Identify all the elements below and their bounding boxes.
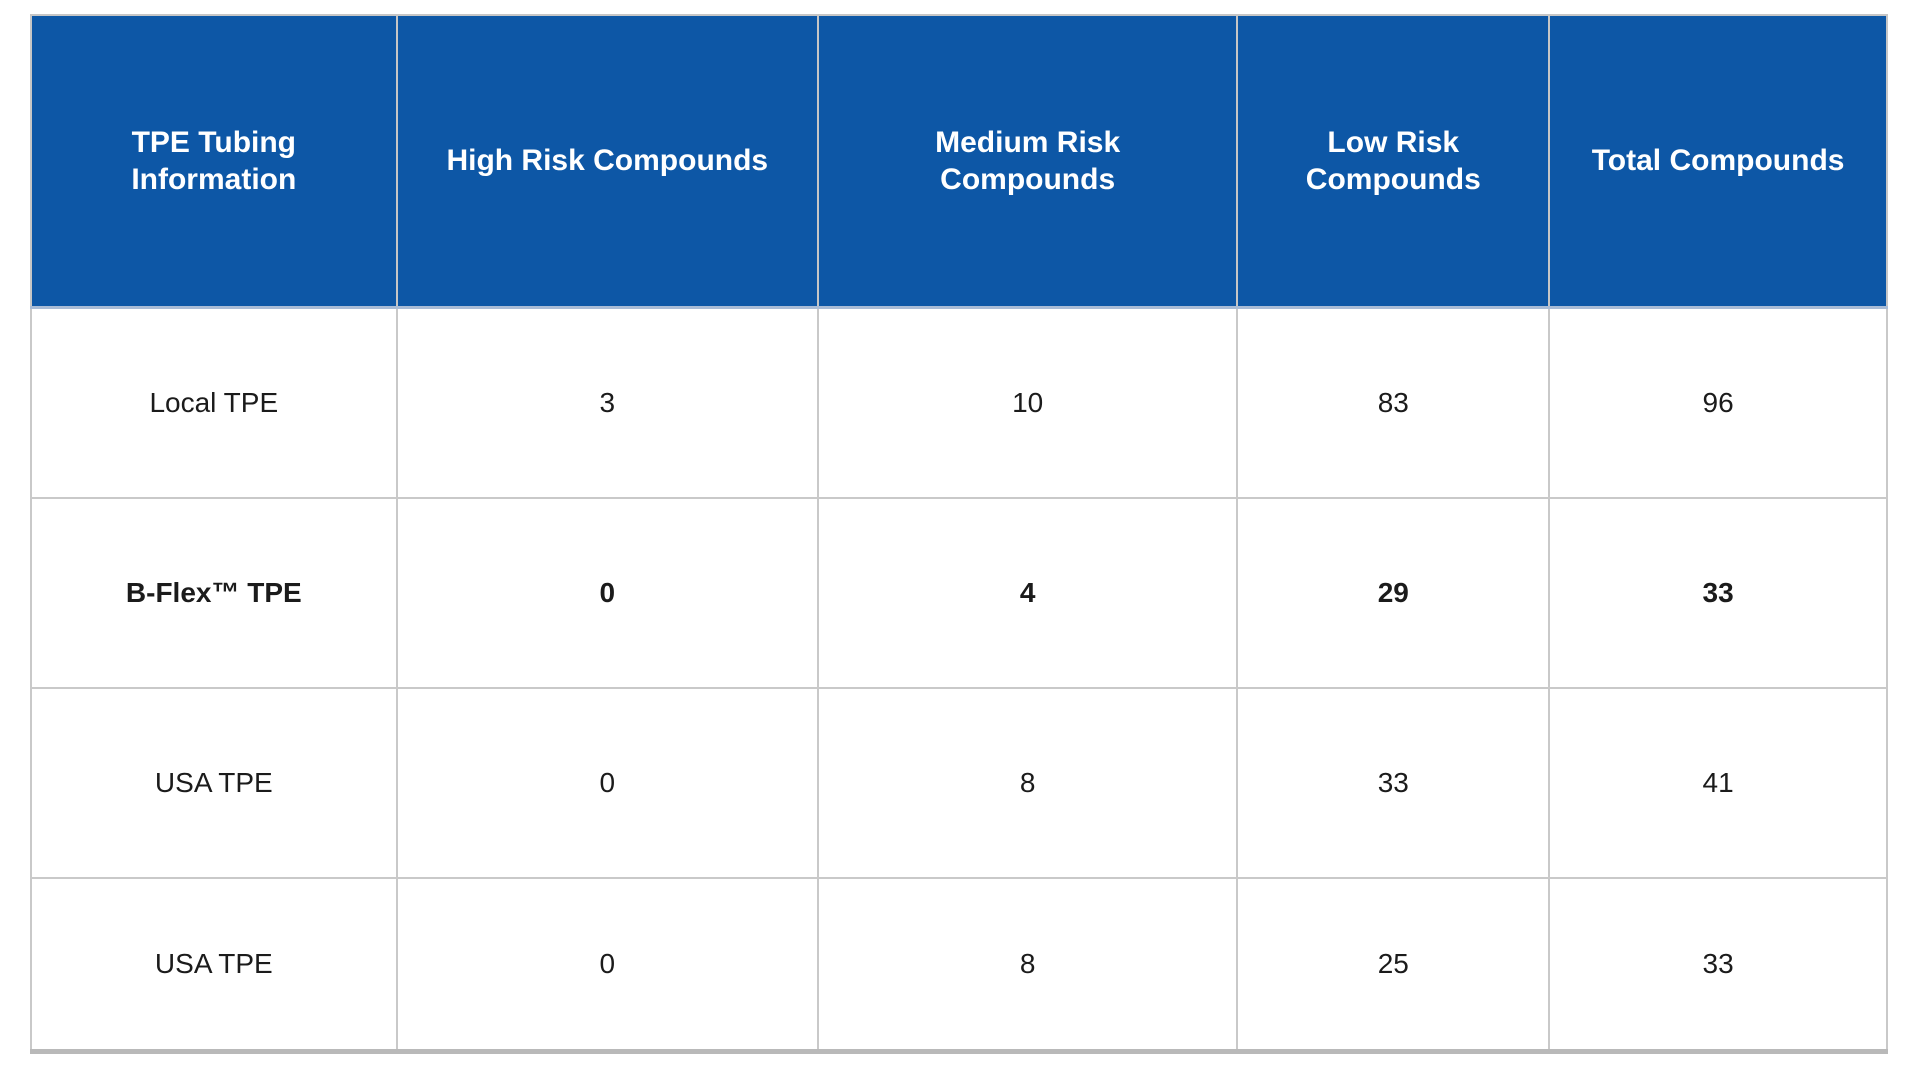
cell-high-risk: 0 — [395, 497, 819, 689]
header-row: TPE Tubing Information High Risk Compoun… — [30, 14, 1888, 309]
cell-tubing-name: B-Flex™ TPE — [30, 497, 398, 689]
cell-medium-risk: 8 — [816, 877, 1239, 1053]
column-header-low-risk-compounds: Low Risk Compounds — [1236, 14, 1551, 309]
cell-high-risk: 3 — [395, 306, 819, 499]
cell-tubing-name: USA TPE — [30, 687, 398, 879]
table-row: Local TPE 3 10 83 96 — [30, 306, 1888, 499]
column-header-tpe-tubing-information: TPE Tubing Information — [30, 14, 398, 309]
cell-total: 96 — [1548, 306, 1888, 499]
table-row: USA TPE 0 8 33 41 — [30, 687, 1888, 879]
table-row: B-Flex™ TPE 0 4 29 33 — [30, 497, 1888, 689]
cell-tubing-name: USA TPE — [30, 877, 398, 1053]
cell-low-risk: 83 — [1236, 306, 1551, 499]
column-header-medium-risk-compounds: Medium Risk Compounds — [816, 14, 1239, 309]
cell-high-risk: 0 — [395, 877, 819, 1053]
tpe-risk-table: TPE Tubing Information High Risk Compoun… — [30, 14, 1888, 1054]
cell-tubing-name: Local TPE — [30, 306, 398, 499]
cell-total: 41 — [1548, 687, 1888, 879]
cell-low-risk: 25 — [1236, 877, 1551, 1053]
cell-total: 33 — [1548, 497, 1888, 689]
cell-low-risk: 33 — [1236, 687, 1551, 879]
column-header-high-risk-compounds: High Risk Compounds — [395, 14, 819, 309]
column-header-total-compounds: Total Compounds — [1548, 14, 1888, 309]
cell-high-risk: 0 — [395, 687, 819, 879]
tpe-risk-table-container: TPE Tubing Information High Risk Compoun… — [30, 14, 1888, 1054]
cell-medium-risk: 4 — [816, 497, 1239, 689]
cell-medium-risk: 10 — [816, 306, 1239, 499]
table-row: USA TPE 0 8 25 33 — [30, 877, 1888, 1053]
cell-total: 33 — [1548, 877, 1888, 1053]
cell-low-risk: 29 — [1236, 497, 1551, 689]
cell-medium-risk: 8 — [816, 687, 1239, 879]
